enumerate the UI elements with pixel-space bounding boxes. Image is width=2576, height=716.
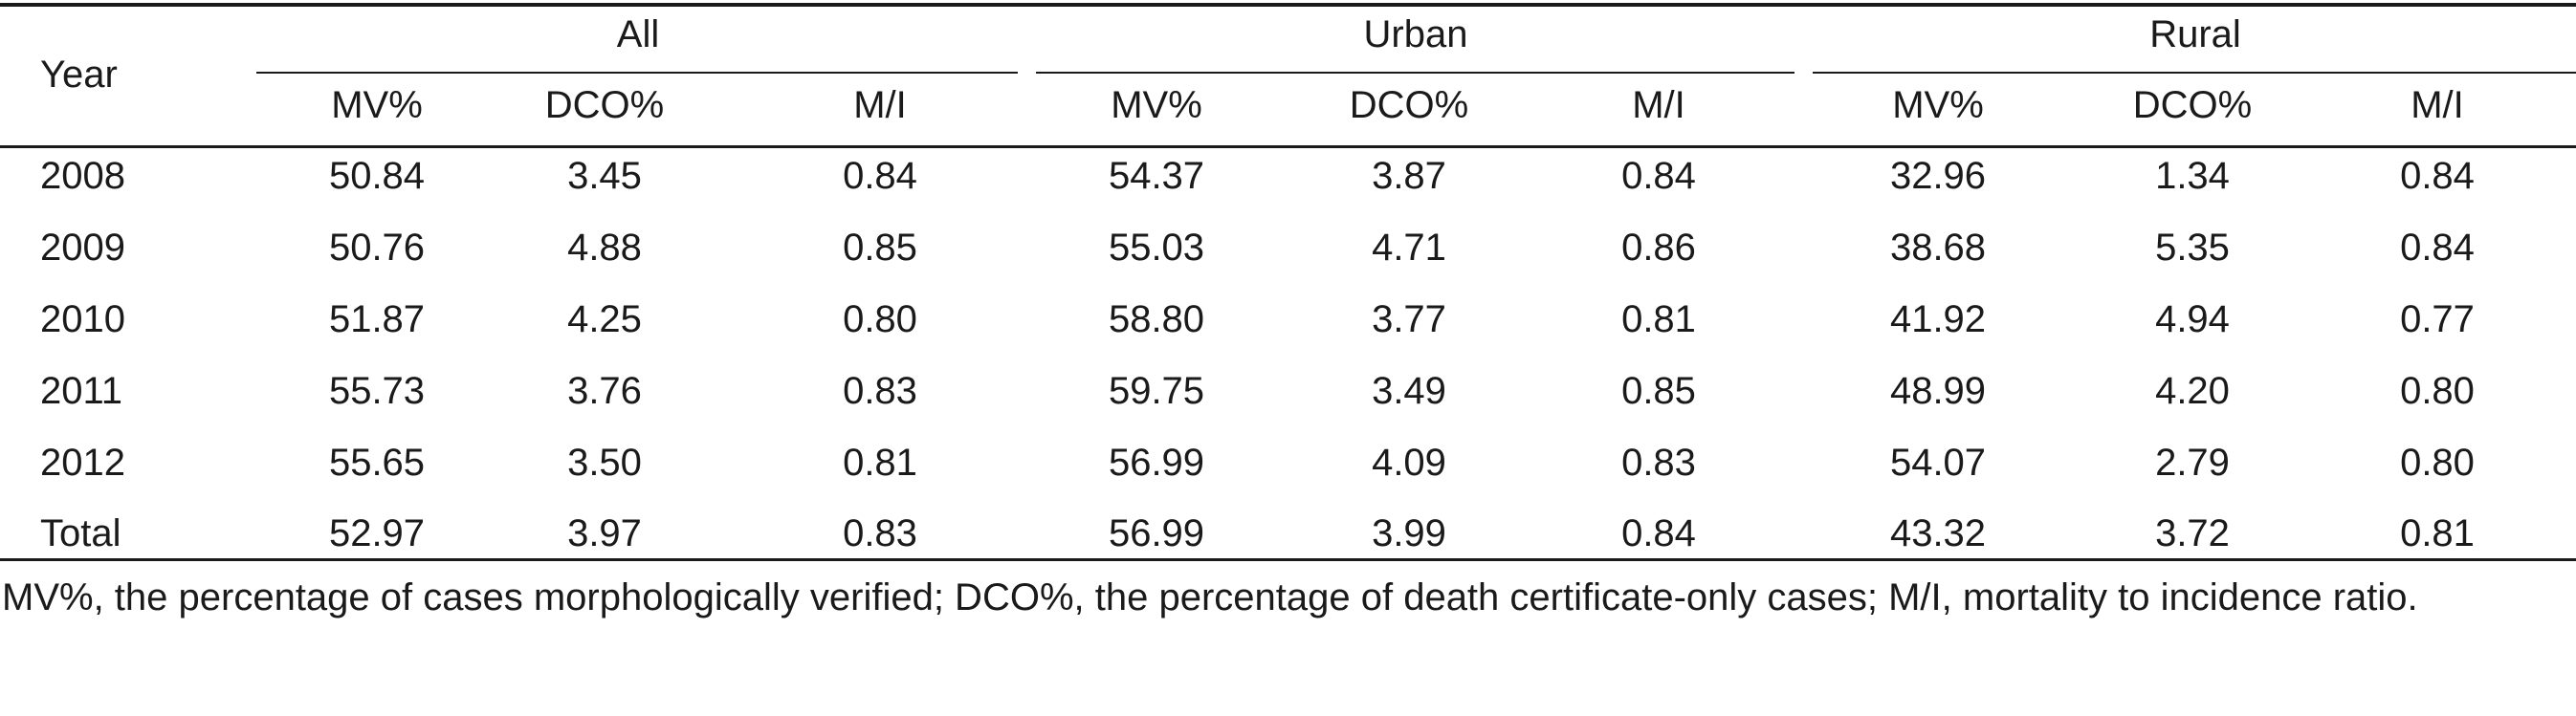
value-cell: 0.84: [1621, 512, 1696, 554]
value-cell: 3.87: [1372, 155, 1446, 197]
value-cell: 0.86: [1621, 227, 1696, 269]
value-cell: 4.20: [2155, 370, 2230, 412]
year-cell: 2010: [40, 298, 125, 340]
value-cell: 54.07: [1889, 442, 1987, 484]
value-cell: 3.97: [567, 512, 642, 554]
value-cell: 0.84: [2400, 155, 2475, 197]
value-cell: 0.84: [843, 155, 917, 197]
value-cell: 1.34: [2155, 155, 2230, 197]
value-cell: 0.80: [2400, 370, 2475, 412]
value-cell: 56.99: [1108, 442, 1205, 484]
subheader-urban-mi: M/I: [1632, 84, 1685, 126]
value-cell: 3.72: [2155, 512, 2230, 554]
subheader-all-dco: DCO%: [544, 84, 665, 126]
group-header-urban: Urban: [1363, 13, 1468, 55]
value-cell: 54.37: [1108, 155, 1205, 197]
value-cell: 0.80: [2400, 442, 2475, 484]
table-bottom-rule: [0, 558, 2576, 561]
group-rule-all: [256, 72, 1018, 74]
value-cell: 4.88: [567, 227, 642, 269]
value-cell: 0.80: [843, 298, 917, 340]
value-cell: 32.96: [1889, 155, 1987, 197]
value-cell: 0.83: [1621, 442, 1696, 484]
value-cell: 3.99: [1372, 512, 1446, 554]
group-rule-rural: [1813, 72, 2576, 74]
value-cell: 56.99: [1108, 512, 1205, 554]
value-cell: 4.71: [1372, 227, 1446, 269]
group-header-all: All: [616, 13, 660, 55]
subheader-urban-mv: MV%: [1111, 84, 1202, 126]
value-cell: 50.76: [328, 227, 426, 269]
value-cell: 43.32: [1889, 512, 1987, 554]
subheader-all-mi: M/I: [853, 84, 907, 126]
value-cell: 4.25: [567, 298, 642, 340]
year-cell: 2009: [40, 227, 125, 269]
value-cell: 0.83: [843, 370, 917, 412]
value-cell: 3.77: [1372, 298, 1446, 340]
value-cell: 0.84: [2400, 227, 2475, 269]
value-cell: 0.84: [1621, 155, 1696, 197]
value-cell: 5.35: [2155, 227, 2230, 269]
group-header-rural: Rural: [2149, 13, 2241, 55]
value-cell: 48.99: [1889, 370, 1987, 412]
value-cell: 59.75: [1108, 370, 1205, 412]
subheader-rural-dco: DCO%: [2132, 84, 2253, 126]
header-bottom-rule: [0, 145, 2576, 148]
year-cell: 2011: [40, 370, 123, 412]
value-cell: 38.68: [1889, 227, 1987, 269]
value-cell: 4.94: [2155, 298, 2230, 340]
value-cell: 41.92: [1889, 298, 1987, 340]
subheader-all-mv: MV%: [331, 84, 423, 126]
subheader-urban-dco: DCO%: [1349, 84, 1469, 126]
value-cell: 0.81: [1621, 298, 1696, 340]
group-rule-urban: [1036, 72, 1794, 74]
year-cell: 2008: [40, 155, 125, 197]
table-top-rule: [0, 3, 2576, 7]
subheader-rural-mv: MV%: [1892, 84, 1984, 126]
value-cell: 55.65: [328, 442, 426, 484]
value-cell: 0.81: [2400, 512, 2475, 554]
value-cell: 55.03: [1108, 227, 1205, 269]
value-cell: 0.85: [1621, 370, 1696, 412]
subheader-rural-mi: M/I: [2411, 84, 2464, 126]
value-cell: 0.83: [843, 512, 917, 554]
value-cell: 3.45: [567, 155, 642, 197]
value-cell: 3.50: [567, 442, 642, 484]
value-cell: 55.73: [328, 370, 426, 412]
year-cell: Total: [40, 512, 121, 554]
value-cell: 51.87: [328, 298, 426, 340]
value-cell: 50.84: [328, 155, 426, 197]
value-cell: 0.81: [843, 442, 917, 484]
value-cell: 52.97: [328, 512, 426, 554]
year-column-header: Year: [40, 54, 118, 96]
year-cell: 2012: [40, 442, 125, 484]
value-cell: 3.76: [567, 370, 642, 412]
value-cell: 58.80: [1108, 298, 1205, 340]
table-footnote: MV%, the percentage of cases morphologic…: [2, 576, 2418, 618]
value-cell: 0.77: [2400, 298, 2475, 340]
value-cell: 2.79: [2155, 442, 2230, 484]
value-cell: 4.09: [1372, 442, 1446, 484]
value-cell: 3.49: [1372, 370, 1446, 412]
value-cell: 0.85: [843, 227, 917, 269]
